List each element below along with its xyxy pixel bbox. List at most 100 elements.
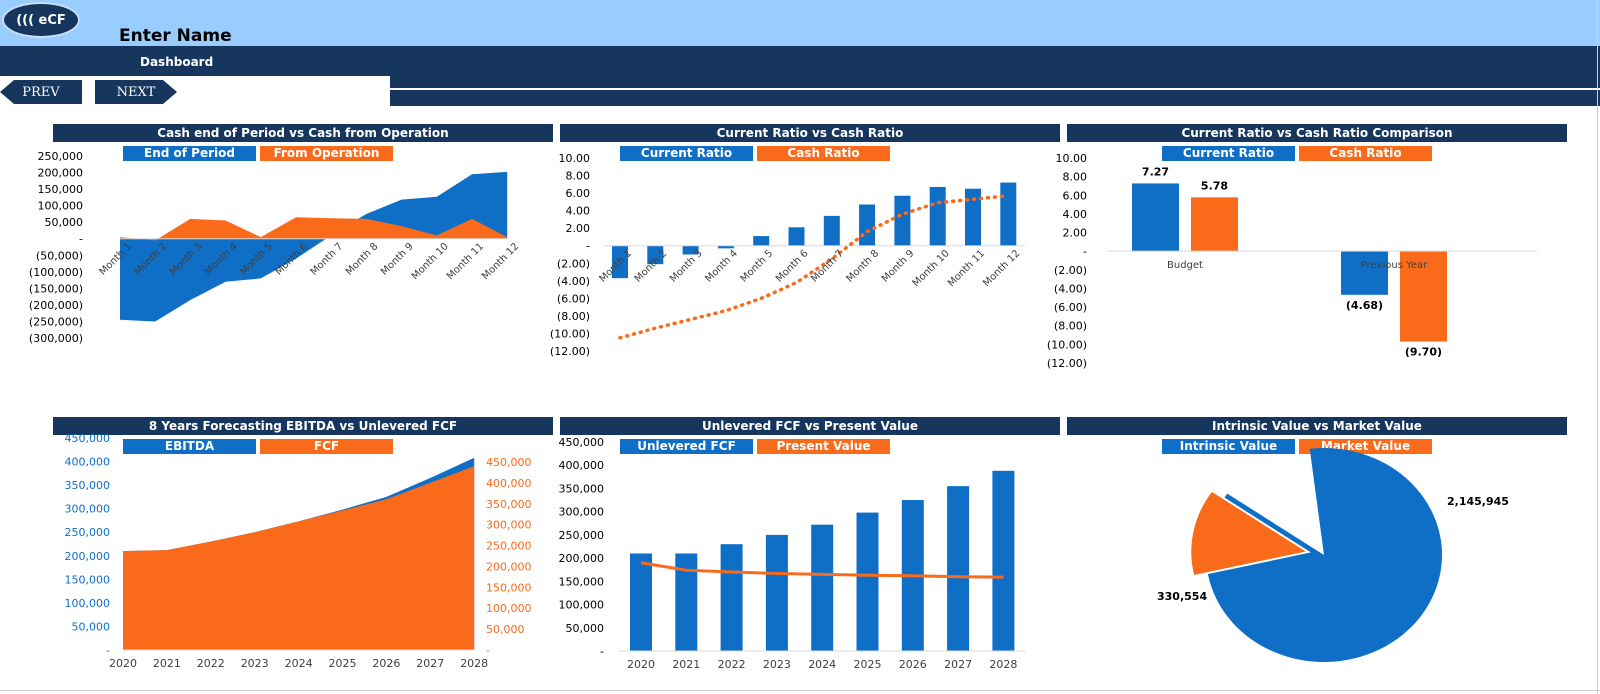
right-border [1597,0,1598,694]
bar-current-ratio [717,245,734,249]
x-tick-label: 2028 [989,658,1017,671]
line-present-value [640,561,1004,579]
y-tick-label: 150,000 [559,575,605,588]
y-tick-label: - [79,233,83,246]
y-tick-label: 250,000 [559,529,605,542]
bar-current-ratio [753,236,770,246]
x-tick-label: 2021 [672,658,700,671]
bar-current-ratio [859,204,876,246]
y-tick-label: 250,000 [65,526,111,539]
ratio-comparison-chart: Current Ratio Cash Ratio 10.00 8.00 6.00 4.00… [1047,146,1537,370]
area-series-fcf [123,466,475,650]
next-button[interactable]: NEXT [95,80,177,104]
area-series-from-operation [120,217,508,241]
x-tick-label: 2025 [854,658,882,671]
y-tick-label: (6.00) [1054,301,1087,314]
y-tick-label: (8.00) [1054,320,1087,333]
y-tick-label: (2.00) [1054,264,1087,277]
y-tick-label: 50,000 [486,623,525,636]
prev-button[interactable]: PREV [0,80,82,104]
y-tick-label: 350,000 [65,479,111,492]
x-tick-label: 2025 [329,657,357,670]
legend-swatch [260,146,393,161]
y-tick-label: - [1083,245,1087,258]
bottom-border [0,690,1600,691]
legend-swatch [620,439,753,454]
ratio-bar-chart: Current Ratio Cash Ratio 10.00 8.00 6.00 4.00… [550,146,1026,358]
y-tick-label: 250,000 [486,540,532,553]
legend-label: Cash Ratio [787,146,859,160]
legend-label: End of Period [144,146,235,160]
legend-swatch [1299,146,1432,161]
y-tick-label: 200,000 [65,550,111,563]
legend-label: Intrinsic Value [1180,439,1277,453]
tab-dashboard[interactable]: Dashboard [140,55,214,69]
x-tick-label: 2022 [718,658,746,671]
data-label: (4.68) [1346,299,1383,312]
x-tick-label: Month 4 [703,248,740,285]
y-tick-label: 450,000 [65,432,111,445]
x-tick-label: 2024 [285,657,313,670]
chart-panel-cash: Cash end of Period vs Cash from Operatio… [29,124,553,399]
y-tick-label: (8.00) [557,310,590,323]
y-tick-label: (2.00) [557,257,590,270]
bar-unlevered-fcf [675,553,698,651]
legend-label: EBITDA [165,439,215,453]
x-tick-label: Month 12 [981,248,1022,289]
y-tick-label: 250,000 [38,150,84,163]
chart-title: Current Ratio vs Cash Ratio Comparison [1067,124,1567,142]
y-tick-label: 100,000 [65,597,111,610]
fcf-bar-chart: Unlevered FCF Present Value 450,000 400,000… [559,436,1026,671]
y-tick-label: 4.00 [1063,208,1088,221]
chart-title: Cash end of Period vs Cash from Operatio… [53,124,553,142]
x-tick-label: Month 9 [880,248,917,285]
legend-label: Unlevered FCF [637,439,736,453]
y-tick-label: (250,000) [29,315,83,328]
data-label: 5.78 [1201,179,1228,192]
x-tick-label: 2026 [899,658,927,671]
x-tick-label: Month 10 [410,241,451,282]
x-tick-label: 2020 [627,658,655,671]
y-tick-label: (300,000) [29,332,83,345]
legend-label: Present Value [776,439,870,453]
chart-panel-ebitda: 8 Years Forecasting EBITDA vs Unlevered … [53,417,553,692]
y-tick-label: 50,000 [45,216,84,229]
y-tick-label: 8.00 [566,170,591,183]
chart-panel-ratio: Current Ratio vs Cash Ratio Current Rati… [550,124,1060,399]
legend-label: Current Ratio [641,146,732,160]
bar-cash-ratio [1191,197,1238,252]
legend-label: From Operation [274,146,380,160]
chart-title: Intrinsic Value vs Market Value [1067,417,1567,435]
data-label: 7.27 [1142,165,1169,178]
y-tick-label: 450,000 [486,456,532,469]
y-tick-label: 10.00 [559,152,591,165]
y-tick-label: 400,000 [559,459,605,472]
data-label: 330,554 [1157,590,1207,603]
y-tick-label: 100,000 [486,602,532,615]
y-tick-label: (10.00) [550,327,590,340]
y-tick-label: 300,000 [486,519,532,532]
x-tick-label: 2023 [763,658,791,671]
bar-unlevered-fcf [720,544,743,651]
y-tick-label: (12.00) [550,345,590,358]
x-tick-label: Month 8 [344,241,381,278]
y-tick-label: 200,000 [559,552,605,565]
bar-cash-ratio [1400,251,1447,342]
x-tick-label: Month 12 [480,241,521,282]
x-tick-label: Month 5 [739,248,776,285]
bar-current-ratio [788,227,805,246]
y-tick-label: - [486,644,490,657]
bar-current-ratio [894,195,911,246]
x-tick-label: 2024 [808,658,836,671]
legend-swatch [1162,146,1295,161]
bar-current-ratio [612,245,628,279]
bar-current-ratio [682,245,699,255]
y-tick-label: (4.00) [1054,282,1087,295]
area-series-end-of-period [120,171,508,322]
x-tick-label: Month 6 [774,248,811,285]
bar-unlevered-fcf [765,534,788,651]
bar-current-ratio [1000,182,1017,246]
legend-swatch [123,146,256,161]
y-tick-label: (10.00) [1047,338,1087,351]
cash-area-chart: End of Period From Operation 250,000 200,00… [29,146,521,345]
